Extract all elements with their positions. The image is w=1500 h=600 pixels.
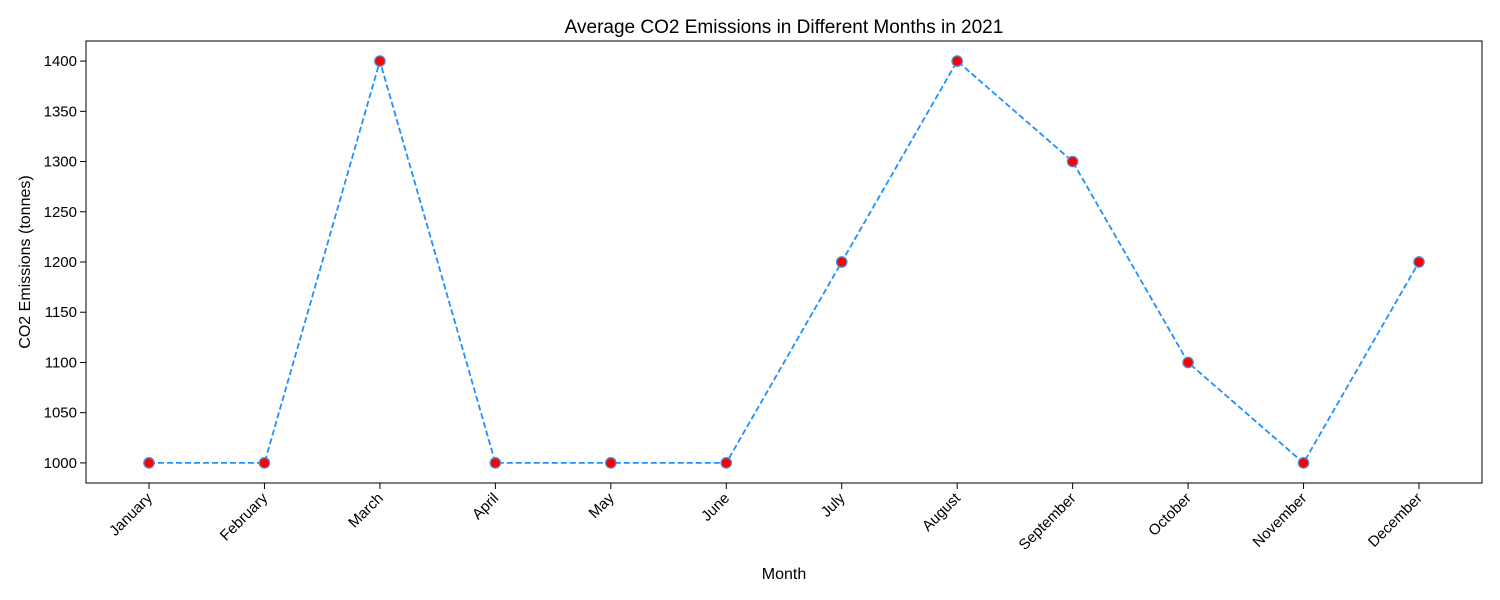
x-tick-label: April	[469, 490, 502, 523]
x-tick-label: August	[919, 489, 965, 535]
y-tick-label: 1350	[44, 103, 77, 120]
data-point	[835, 256, 848, 268]
data-point	[1182, 356, 1194, 369]
x-tick-label: June	[698, 490, 733, 525]
y-axis-title: CO2 Emissions (tonnes)	[17, 175, 34, 348]
y-tick-label: 1400	[44, 53, 77, 70]
x-tick-label: January	[106, 489, 156, 539]
data-point	[1066, 155, 1079, 168]
data-point	[374, 55, 386, 67]
x-tick-label: March	[345, 490, 386, 531]
x-tick-label: October	[1145, 490, 1195, 540]
x-tick-label: July	[818, 489, 849, 520]
y-tick-label: 1200	[44, 254, 77, 271]
x-axis: January February March April May June July Augu…	[106, 483, 1426, 554]
y-tick-label: 1000	[44, 455, 77, 472]
data-point	[951, 55, 964, 67]
y-axis: 1000 1050 1100 1150 1200 1250 1300 1350 1400	[44, 53, 86, 472]
data-point	[1297, 457, 1310, 469]
data-point	[720, 457, 733, 469]
x-tick-label: December	[1365, 490, 1426, 551]
y-tick-label: 1100	[45, 354, 77, 371]
x-tick-label: February	[217, 489, 272, 544]
data-point	[489, 457, 502, 469]
data-point	[143, 457, 155, 469]
x-tick-label: November	[1249, 490, 1310, 551]
y-tick-label: 1150	[45, 304, 77, 321]
x-tick-label: September	[1016, 490, 1080, 554]
y-tick-label: 1300	[44, 154, 77, 171]
chart-title: Average CO2 Emissions in Different Month…	[565, 17, 1004, 38]
y-tick-label: 1050	[44, 405, 77, 422]
data-point	[258, 457, 271, 469]
x-tick-label: May	[586, 489, 618, 521]
y-tick-label: 1250	[44, 204, 77, 221]
x-axis-title: Month	[762, 566, 806, 583]
data-series	[143, 55, 1425, 469]
plot-area-frame	[85, 40, 1483, 484]
data-point	[1413, 256, 1425, 268]
data-point	[604, 457, 617, 469]
series-line	[149, 57, 1420, 465]
